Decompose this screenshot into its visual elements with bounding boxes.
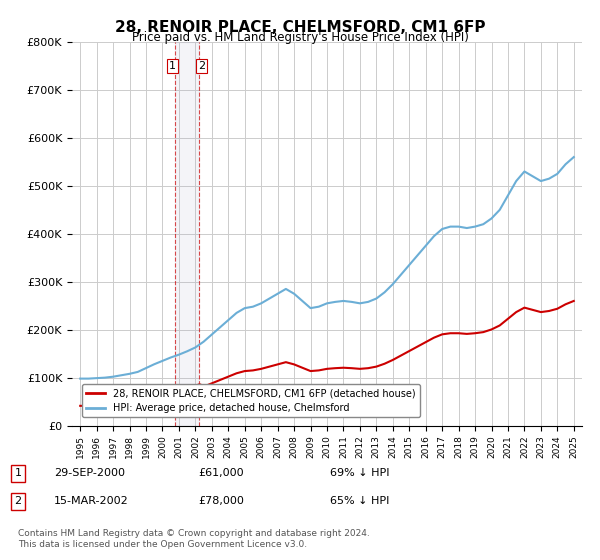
Text: 1: 1: [14, 468, 22, 478]
Text: 65% ↓ HPI: 65% ↓ HPI: [330, 496, 389, 506]
Legend: 28, RENOIR PLACE, CHELMSFORD, CM1 6FP (detached house), HPI: Average price, deta: 28, RENOIR PLACE, CHELMSFORD, CM1 6FP (d…: [82, 384, 419, 417]
Text: Contains HM Land Registry data © Crown copyright and database right 2024.
This d: Contains HM Land Registry data © Crown c…: [18, 529, 370, 549]
Text: 28, RENOIR PLACE, CHELMSFORD, CM1 6FP: 28, RENOIR PLACE, CHELMSFORD, CM1 6FP: [115, 20, 485, 35]
Text: 2: 2: [14, 496, 22, 506]
Text: 15-MAR-2002: 15-MAR-2002: [54, 496, 129, 506]
Text: £78,000: £78,000: [198, 496, 244, 506]
Text: £61,000: £61,000: [198, 468, 244, 478]
Text: 2: 2: [198, 61, 205, 71]
Text: 29-SEP-2000: 29-SEP-2000: [54, 468, 125, 478]
Bar: [175, 42, 199, 426]
Text: 69% ↓ HPI: 69% ↓ HPI: [330, 468, 389, 478]
Text: 1: 1: [169, 61, 176, 71]
Point: [194, 384, 203, 393]
Text: Price paid vs. HM Land Registry's House Price Index (HPI): Price paid vs. HM Land Registry's House …: [131, 31, 469, 44]
Point: [170, 392, 179, 401]
